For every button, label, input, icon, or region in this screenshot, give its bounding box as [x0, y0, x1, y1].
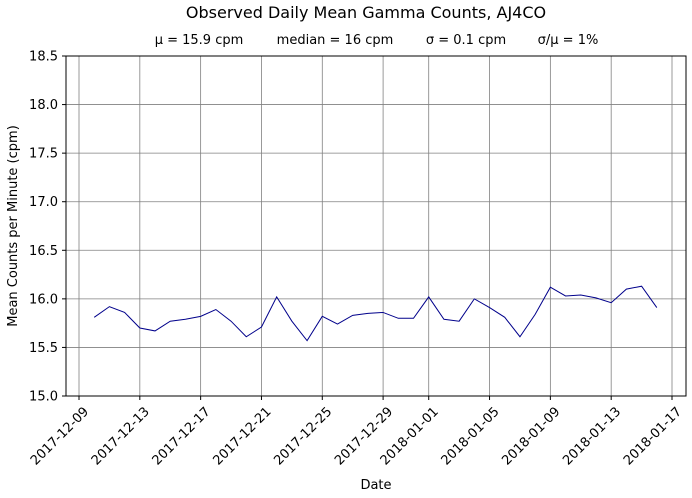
x-tick-label: 2017-12-13: [89, 404, 153, 468]
plot-frame: [65, 55, 687, 397]
grid: [66, 55, 686, 397]
x-tick-label: 2017-12-25: [271, 404, 335, 468]
y-axis: 15.0 15.5 16.0 16.5 17.0 17.5 18.0 18.5: [29, 50, 66, 405]
x-axis-label: Date: [360, 478, 391, 493]
series-line: [93, 285, 658, 342]
stat-sigma: σ = 0.1 cpm: [426, 33, 506, 48]
stat-cv: σ/μ = 1%: [538, 33, 599, 48]
stat-median: median = 16 cpm: [277, 33, 394, 48]
x-tick-label: 2018-01-17: [621, 404, 685, 468]
y-tick-label: 17.0: [29, 195, 58, 210]
y-tick-label: 16.0: [29, 292, 58, 307]
y-tick-label: 15.5: [29, 341, 58, 356]
y-axis-label: Mean Counts per Minute (cpm): [6, 125, 21, 327]
x-tick-label: 2018-01-13: [560, 404, 624, 468]
x-tick-label: 2018-01-09: [499, 404, 563, 468]
x-tick-label: 2017-12-17: [150, 404, 214, 468]
x-tick-label: 2018-01-05: [439, 404, 503, 468]
y-tick-label: 16.5: [29, 244, 58, 259]
y-tick-label: 18.0: [29, 98, 58, 113]
x-tick-label: 2017-12-21: [210, 404, 274, 468]
x-tick-label: 2017-12-09: [28, 404, 92, 468]
y-tick-label: 17.5: [29, 147, 58, 162]
y-tick-label: 15.0: [29, 390, 58, 405]
y-tick-label: 18.5: [29, 50, 58, 65]
series: [93, 285, 658, 342]
chart-title: Observed Daily Mean Gamma Counts, AJ4CO: [186, 3, 546, 22]
x-axis: 2017-12-092017-12-132017-12-172017-12-21…: [28, 396, 685, 468]
stat-mean: μ = 15.9 cpm: [155, 33, 244, 48]
